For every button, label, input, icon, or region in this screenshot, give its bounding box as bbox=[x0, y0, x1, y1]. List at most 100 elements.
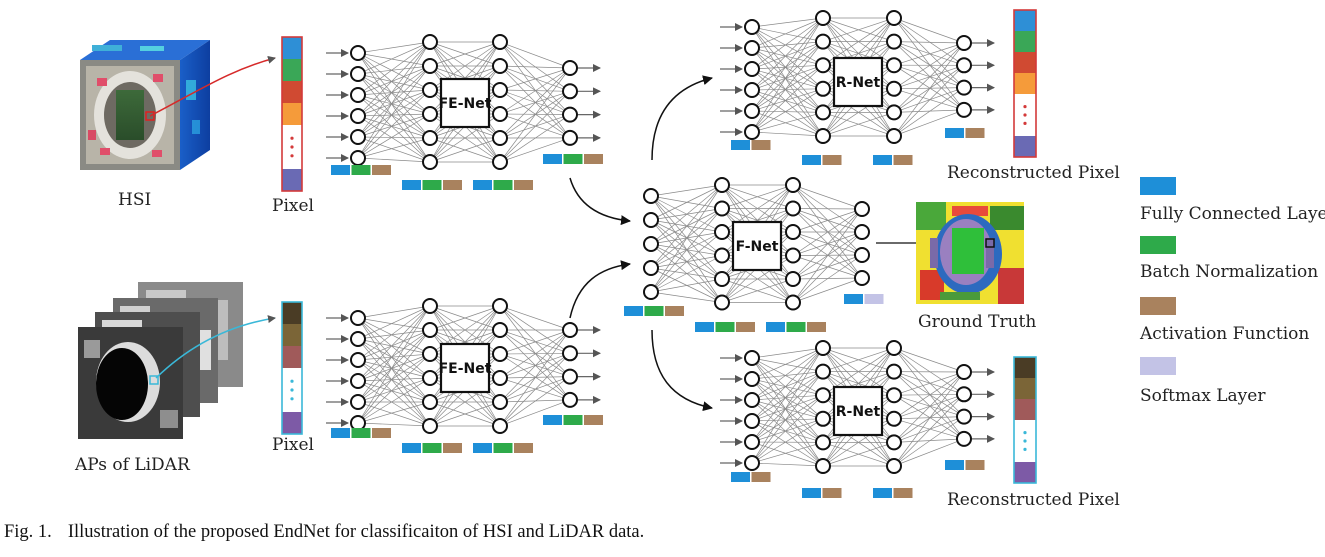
neuron bbox=[643, 212, 659, 228]
layer-swatch bbox=[965, 460, 985, 470]
legend-swatch-fc bbox=[1140, 177, 1176, 195]
flow-arrow-to-fnet-bottom bbox=[569, 260, 631, 319]
layer-block bbox=[873, 488, 913, 498]
reconstructed-lidar-pixel bbox=[1013, 356, 1037, 484]
neuron bbox=[744, 350, 760, 366]
connection bbox=[751, 378, 824, 467]
connection bbox=[357, 52, 431, 67]
neuron bbox=[815, 363, 831, 380]
pixel-cell bbox=[282, 412, 302, 434]
connection bbox=[357, 338, 431, 403]
connection bbox=[751, 89, 824, 113]
hsi-pixel-label: Pixel bbox=[272, 196, 314, 216]
connection bbox=[357, 329, 431, 424]
connection bbox=[499, 114, 571, 163]
neuron bbox=[350, 394, 366, 410]
caption-text: Illustration of the proposed EndNet for … bbox=[67, 522, 645, 542]
neuron bbox=[815, 10, 831, 26]
connection bbox=[499, 329, 571, 379]
connection bbox=[751, 64, 824, 70]
connection bbox=[357, 113, 431, 117]
connection bbox=[893, 65, 965, 137]
connection bbox=[357, 52, 431, 163]
neuron bbox=[562, 322, 578, 338]
neuron bbox=[422, 154, 438, 170]
neuron bbox=[422, 418, 438, 434]
layer-swatch bbox=[372, 165, 391, 175]
layer-swatch bbox=[736, 322, 755, 332]
neuron bbox=[492, 298, 508, 314]
connection bbox=[893, 393, 965, 396]
connection bbox=[751, 420, 824, 443]
pixel-border bbox=[281, 301, 303, 435]
layer-swatch bbox=[331, 165, 350, 175]
f-net bbox=[643, 177, 870, 311]
connection bbox=[357, 305, 431, 424]
connection bbox=[893, 42, 965, 66]
neuron bbox=[562, 106, 578, 123]
connection bbox=[357, 52, 431, 139]
fe-net-bottom-box: FE-Net bbox=[439, 342, 492, 394]
connection bbox=[357, 353, 431, 403]
connection bbox=[357, 136, 431, 139]
layer-swatch bbox=[945, 128, 964, 138]
neuron bbox=[562, 129, 578, 146]
connection bbox=[357, 377, 431, 382]
connection bbox=[893, 88, 965, 111]
hsi-pixel-vector bbox=[281, 36, 303, 192]
layer-swatch bbox=[584, 154, 603, 164]
connection bbox=[893, 394, 965, 417]
connection bbox=[721, 278, 794, 303]
connection bbox=[893, 41, 965, 44]
connection bbox=[893, 64, 965, 90]
neuron bbox=[562, 391, 578, 408]
connection bbox=[751, 357, 824, 420]
neuron bbox=[422, 130, 438, 146]
neuron bbox=[714, 177, 730, 193]
neuron bbox=[422, 34, 438, 50]
lidar-label: APs of LiDAR bbox=[74, 455, 191, 475]
neuron bbox=[492, 418, 508, 434]
neuron bbox=[886, 104, 902, 121]
connection bbox=[822, 112, 895, 137]
connection bbox=[357, 353, 431, 424]
neuron bbox=[350, 108, 366, 124]
lidar-pixel-arrow bbox=[155, 315, 276, 379]
neuron bbox=[492, 130, 508, 146]
connection bbox=[357, 89, 431, 117]
connection bbox=[357, 422, 431, 427]
connection bbox=[893, 371, 965, 396]
connection bbox=[357, 113, 431, 138]
connection bbox=[357, 73, 431, 163]
connection bbox=[822, 17, 895, 42]
pixel-cell bbox=[1014, 399, 1036, 420]
neuron bbox=[643, 236, 659, 252]
connection bbox=[751, 394, 824, 401]
layer-block bbox=[331, 165, 391, 175]
connection bbox=[751, 17, 824, 133]
layer-swatch bbox=[422, 443, 442, 453]
neuron bbox=[744, 82, 760, 98]
connection bbox=[357, 89, 431, 96]
connection bbox=[893, 65, 965, 113]
layer-swatch bbox=[751, 140, 771, 150]
neuron bbox=[350, 373, 366, 389]
connection bbox=[893, 17, 965, 44]
connection bbox=[429, 137, 501, 163]
neuron bbox=[422, 82, 438, 98]
connection bbox=[792, 208, 863, 210]
neuron bbox=[815, 128, 831, 144]
connection bbox=[751, 17, 824, 28]
connection bbox=[357, 41, 431, 75]
connection bbox=[357, 136, 431, 163]
flow-arrow-to-rnet-top bbox=[651, 75, 713, 161]
neuron bbox=[744, 19, 760, 35]
neuron bbox=[422, 58, 438, 74]
connection bbox=[357, 115, 431, 139]
neuron bbox=[785, 177, 801, 193]
connection bbox=[792, 208, 863, 233]
connection bbox=[893, 42, 965, 113]
pixel-border bbox=[1013, 356, 1037, 484]
connection bbox=[792, 277, 863, 303]
connection bbox=[893, 416, 965, 420]
